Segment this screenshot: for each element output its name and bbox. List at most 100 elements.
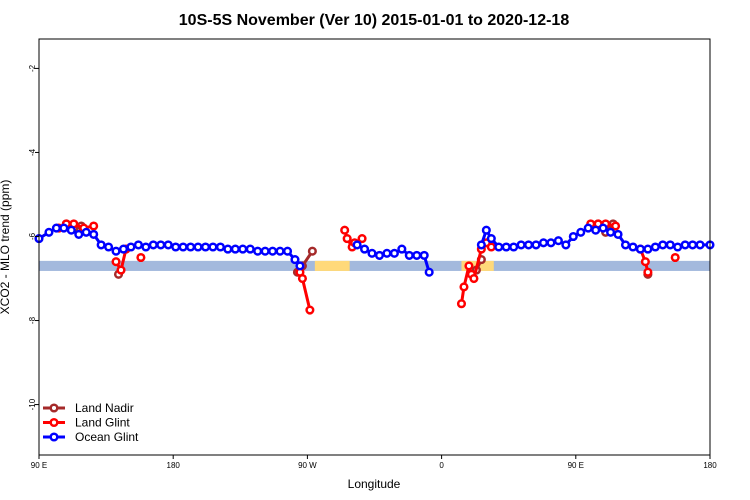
legend-label: Land Nadir xyxy=(75,401,134,415)
ocean_glint-point xyxy=(238,244,248,254)
ocean_glint-point xyxy=(598,223,608,233)
ocean_glint-point xyxy=(501,242,511,252)
ocean_glint-point xyxy=(404,250,414,260)
ocean_glint-point xyxy=(389,248,399,258)
ocean_glint-point xyxy=(81,227,91,237)
legend-swatch-point xyxy=(49,417,59,428)
ocean_glint-point xyxy=(253,246,263,256)
ocean_glint-point xyxy=(576,227,586,237)
land_glint-point xyxy=(111,257,121,267)
ocean_glint-point xyxy=(260,246,270,256)
ocean_glint-point xyxy=(524,240,534,250)
x-tick-label: 90 W xyxy=(298,461,317,470)
land_glint-point xyxy=(464,261,474,271)
ocean_glint-point xyxy=(658,240,668,250)
land_glint-point xyxy=(459,282,469,292)
ocean_glint-point xyxy=(628,242,638,252)
land_glint-point xyxy=(456,299,467,309)
x-tick-label: 0 xyxy=(439,461,444,470)
ocean_glint-point xyxy=(613,229,623,239)
y-tick-label: -8 xyxy=(28,316,37,324)
ocean_glint-point xyxy=(193,242,203,252)
legend-item-land_glint: Land Glint xyxy=(43,416,130,430)
ocean-band xyxy=(39,260,710,271)
land_glint-point xyxy=(670,252,680,263)
ocean_glint-point xyxy=(178,242,188,252)
land_glint-line xyxy=(459,241,493,304)
x-tick-label: 90 E xyxy=(31,461,47,470)
ocean_glint-point xyxy=(643,244,653,254)
ocean_glint-point xyxy=(424,267,434,277)
ocean_glint-point xyxy=(66,225,76,235)
land_glint-point xyxy=(643,267,653,277)
ocean_glint-point xyxy=(133,240,143,250)
ocean_glint-point xyxy=(680,240,690,250)
ocean_glint-point xyxy=(282,246,293,256)
ocean_glint-point xyxy=(553,236,563,246)
ocean_glint-point xyxy=(476,240,486,250)
ocean_glint-point xyxy=(126,242,136,252)
ocean_glint-point xyxy=(141,242,151,252)
ocean_glint-point xyxy=(397,244,407,254)
ocean_glint-point xyxy=(568,231,578,242)
ocean_glint-point xyxy=(412,250,422,260)
land_glint-point xyxy=(136,252,146,263)
ocean_glint-point xyxy=(89,229,99,239)
x-axis-label: Longitude xyxy=(348,477,401,491)
ocean_glint-point xyxy=(538,238,549,248)
legend-swatch-point xyxy=(49,432,59,442)
ocean_glint-point xyxy=(352,240,362,250)
land_glint-point xyxy=(116,265,126,275)
ocean_glint-point xyxy=(583,223,593,233)
ocean_glint-point xyxy=(111,246,121,256)
land_glint-point xyxy=(305,305,315,315)
ocean_glint-point xyxy=(695,240,705,250)
ocean_glint-point xyxy=(163,240,173,250)
ocean_glint-point xyxy=(494,242,504,252)
ocean_glint-point xyxy=(148,240,158,250)
x-axis: 90 E 180 90 W 0 90 E 180 xyxy=(31,455,717,470)
ocean_glint-point xyxy=(245,244,255,254)
x-tick-label: 180 xyxy=(703,461,717,470)
ocean_glint-point xyxy=(606,227,616,237)
land_glint-point xyxy=(469,273,479,284)
ocean_glint-point xyxy=(275,246,285,256)
ocean_glint-point xyxy=(208,242,218,252)
land_glint-point xyxy=(342,234,352,244)
ocean_glint-point xyxy=(200,242,211,252)
legend-item-land_nadir: Land Nadir xyxy=(43,401,134,415)
series-ocean_glint xyxy=(34,223,715,277)
ocean_glint-point xyxy=(59,223,69,233)
ocean_glint-point xyxy=(374,250,385,260)
ocean_glint-point xyxy=(223,244,233,254)
series-layer xyxy=(34,219,715,315)
land_glint-point xyxy=(357,234,367,244)
ocean_glint-point xyxy=(486,234,496,244)
chart-title: 10S-5S November (Ver 10) 2015-01-01 to 2… xyxy=(179,12,570,29)
y-tick-label: -10 xyxy=(28,398,37,410)
y-tick-label: -6 xyxy=(28,232,37,240)
legend-label: Land Glint xyxy=(75,416,130,430)
land_glint-point xyxy=(486,242,496,252)
land_glint-point xyxy=(297,273,307,284)
ocean_glint-point xyxy=(516,240,526,250)
ocean_glint-point xyxy=(156,240,166,250)
ocean_glint-point xyxy=(268,246,278,256)
ocean_glint-point xyxy=(367,248,377,258)
land_glint-point xyxy=(340,225,350,235)
y-axis-label: XCO2 - MLO trend (ppm) xyxy=(0,180,12,315)
ocean_glint-point xyxy=(186,242,196,252)
legend-label: Ocean Glint xyxy=(75,430,139,444)
ocean_glint-point xyxy=(591,225,601,235)
ocean_glint-point xyxy=(96,240,106,250)
y-tick-label: -4 xyxy=(28,148,37,156)
ocean_glint-point xyxy=(118,244,129,254)
legend-swatch-point xyxy=(49,403,59,413)
land-band-0 xyxy=(314,260,350,271)
ocean_glint-point xyxy=(382,248,392,258)
ocean_glint-point xyxy=(44,227,54,237)
ocean_glint-point xyxy=(419,250,429,260)
ocean_glint-point xyxy=(509,242,519,252)
